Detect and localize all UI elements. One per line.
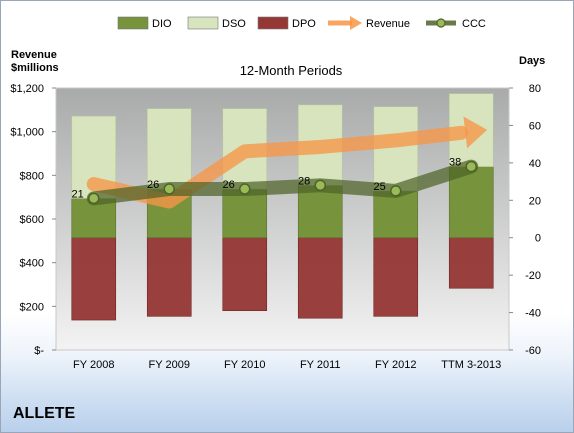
y-left-tick-label: $200 [20,301,44,313]
y-left-tick-label: $600 [20,214,44,226]
chart-title: 12-Month Periods [240,63,343,78]
y-right-tick-label: 20 [529,195,541,207]
dpo-bar [448,237,494,289]
x-tick-label: FY 2011 [300,359,341,371]
ccc-marker [163,183,175,195]
dio-bar [222,188,268,239]
y-right-tick-label: 60 [529,120,541,132]
dpo-bar [146,237,192,317]
legend-swatch-dso [187,16,219,30]
ccc-marker [239,183,251,195]
dio-bar [373,190,419,239]
legend-swatch-dio [117,16,149,30]
y-right-tick-label: -60 [525,345,541,357]
x-tick-label: FY 2009 [149,359,190,371]
y-left-tick-label: $400 [20,258,44,270]
dpo-bar [222,237,268,311]
plot-area [55,87,510,351]
x-tick-label: FY 2008 [73,359,114,371]
ccc-data-label: 28 [298,175,310,187]
legend-marker-ccc [436,18,446,28]
ccc-data-label: 26 [147,179,159,191]
dpo-bar [373,237,419,317]
ccc-marker [465,160,477,173]
y-left-tick-label: $1,200 [10,83,44,95]
x-tick-label: FY 2010 [224,359,265,371]
legend-label: DSO [222,18,246,30]
ccc-data-label: 26 [223,179,235,191]
company-name: ALLETE [13,405,76,422]
revenue-line [86,125,469,209]
legend-label: CCC [462,18,486,30]
dio-bar [297,185,343,239]
dso-bar [373,106,419,192]
y-left-axis-label-line2: $millions [11,62,59,74]
dpo-bar [71,237,117,321]
y-right-tick-label: -40 [525,308,541,320]
y-right-axis-label: Days [519,55,545,67]
y-left-tick-label: $1,000 [10,127,44,139]
ccc-marker [390,185,402,197]
legend-label: DPO [292,18,316,30]
y-left-axis-label-line1: Revenue [11,49,57,61]
y-right-tick-label: -20 [525,270,541,282]
x-tick-label: FY 2012 [375,359,416,371]
ccc-data-label: 21 [72,188,84,200]
ccc-marker [314,179,326,192]
ccc-data-label: 38 [449,157,461,169]
dpo-bar [297,237,343,319]
legend-label: DIO [152,18,172,30]
y-right-tick-label: 0 [535,233,541,245]
y-right-tick-label: 40 [529,158,541,170]
dso-bar [146,108,192,190]
x-tick-label: TTM 3-2013 [441,359,501,371]
legend-arrow-revenue [350,16,362,30]
y-left-tick-label: $800 [20,170,44,182]
y-right-tick-label: 80 [529,83,541,95]
legend-label: Revenue [366,18,410,30]
ccc-data-label: 25 [374,181,386,193]
ccc-line [86,159,479,206]
y-left-tick-label: $- [34,345,44,357]
ccc-marker [88,192,100,205]
revenue-arrowhead [463,116,488,149]
legend-swatch-dpo [257,16,289,30]
